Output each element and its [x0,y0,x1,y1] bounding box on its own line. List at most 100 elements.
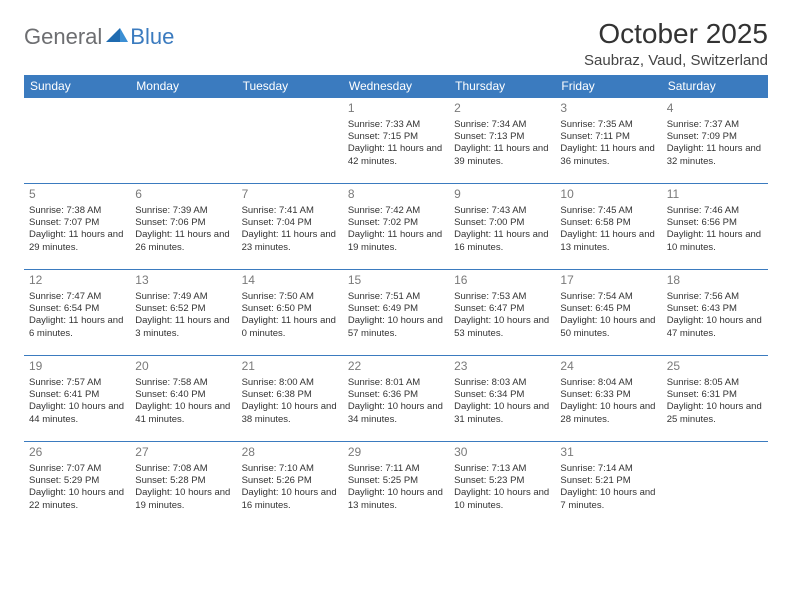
daylight-line: Daylight: 10 hours and 34 minutes. [348,401,444,426]
calendar-day-cell: 13Sunrise: 7:49 AMSunset: 6:52 PMDayligh… [130,270,236,356]
day-number: 14 [242,273,338,289]
calendar-day-cell: 23Sunrise: 8:03 AMSunset: 6:34 PMDayligh… [449,356,555,442]
day-number: 28 [242,445,338,461]
sunrise-line: Sunrise: 7:08 AM [135,463,231,475]
sunrise-line: Sunrise: 8:01 AM [348,377,444,389]
calendar-week-row: 19Sunrise: 7:57 AMSunset: 6:41 PMDayligh… [24,356,768,442]
day-number: 19 [29,359,125,375]
daylight-line: Daylight: 11 hours and 19 minutes. [348,229,444,254]
sunrise-line: Sunrise: 7:47 AM [29,291,125,303]
logo-triangle-icon [106,26,128,49]
calendar-day-cell [237,98,343,184]
sunset-line: Sunset: 5:21 PM [560,475,656,487]
daylight-line: Daylight: 11 hours and 10 minutes. [667,229,763,254]
calendar-day-cell: 30Sunrise: 7:13 AMSunset: 5:23 PMDayligh… [449,442,555,528]
daylight-line: Daylight: 11 hours and 36 minutes. [560,143,656,168]
sunrise-line: Sunrise: 7:10 AM [242,463,338,475]
sunrise-line: Sunrise: 7:51 AM [348,291,444,303]
calendar-week-row: 5Sunrise: 7:38 AMSunset: 7:07 PMDaylight… [24,184,768,270]
sunset-line: Sunset: 7:15 PM [348,131,444,143]
day-number: 23 [454,359,550,375]
calendar-day-cell: 9 Sunrise: 7:43 AMSunset: 7:00 PMDaylight… [449,184,555,270]
sunset-line: Sunset: 6:54 PM [29,303,125,315]
daylight-line: Daylight: 11 hours and 26 minutes. [135,229,231,254]
calendar-day-cell: 28Sunrise: 7:10 AMSunset: 5:26 PMDayligh… [237,442,343,528]
sunrise-line: Sunrise: 7:45 AM [560,205,656,217]
daylight-line: Daylight: 11 hours and 32 minutes. [667,143,763,168]
day-number: 20 [135,359,231,375]
sunrise-line: Sunrise: 7:46 AM [667,205,763,217]
sunrise-line: Sunrise: 7:58 AM [135,377,231,389]
month-title: October 2025 [584,18,768,50]
calendar-day-cell: 18Sunrise: 7:56 AMSunset: 6:43 PMDayligh… [662,270,768,356]
calendar-day-cell: 19Sunrise: 7:57 AMSunset: 6:41 PMDayligh… [24,356,130,442]
day-number: 18 [667,273,763,289]
day-number: 3 [560,101,656,117]
daylight-line: Daylight: 10 hours and 10 minutes. [454,487,550,512]
day-number: 21 [242,359,338,375]
day-number: 8 [348,187,444,203]
calendar-day-cell: 3Sunrise: 7:35 AMSunset: 7:11 PMDaylight… [555,98,661,184]
calendar-day-cell: 7Sunrise: 7:41 AMSunset: 7:04 PMDaylight… [237,184,343,270]
sunset-line: Sunset: 6:41 PM [29,389,125,401]
header: General Blue October 2025 Saubraz, Vaud,… [24,18,768,69]
day-number: 24 [560,359,656,375]
daylight-line: Daylight: 10 hours and 16 minutes. [242,487,338,512]
day-header: Thursday [449,75,555,98]
daylight-line: Daylight: 11 hours and 39 minutes. [454,143,550,168]
calendar-header-row: SundayMondayTuesdayWednesdayThursdayFrid… [24,75,768,98]
day-number: 13 [135,273,231,289]
daylight-line: Daylight: 11 hours and 13 minutes. [560,229,656,254]
calendar-day-cell [24,98,130,184]
sunset-line: Sunset: 5:23 PM [454,475,550,487]
calendar-day-cell: 6Sunrise: 7:39 AMSunset: 7:06 PMDaylight… [130,184,236,270]
sunset-line: Sunset: 7:04 PM [242,217,338,229]
day-header: Sunday [24,75,130,98]
day-header: Monday [130,75,236,98]
calendar-week-row: 1Sunrise: 7:33 AMSunset: 7:15 PMDaylight… [24,98,768,184]
sunset-line: Sunset: 6:43 PM [667,303,763,315]
calendar-day-cell: 1Sunrise: 7:33 AMSunset: 7:15 PMDaylight… [343,98,449,184]
day-number: 5 [29,187,125,203]
calendar-week-row: 26Sunrise: 7:07 AMSunset: 5:29 PMDayligh… [24,442,768,528]
calendar-day-cell: 27Sunrise: 7:08 AMSunset: 5:28 PMDayligh… [130,442,236,528]
sunrise-line: Sunrise: 7:53 AM [454,291,550,303]
sunrise-line: Sunrise: 8:00 AM [242,377,338,389]
sunrise-line: Sunrise: 7:39 AM [135,205,231,217]
calendar-day-cell: 14Sunrise: 7:50 AMSunset: 6:50 PMDayligh… [237,270,343,356]
daylight-line: Daylight: 10 hours and 7 minutes. [560,487,656,512]
sunrise-line: Sunrise: 7:56 AM [667,291,763,303]
day-number: 7 [242,187,338,203]
day-number: 22 [348,359,444,375]
day-number: 10 [560,187,656,203]
daylight-line: Daylight: 11 hours and 23 minutes. [242,229,338,254]
day-number: 2 [454,101,550,117]
sunset-line: Sunset: 7:11 PM [560,131,656,143]
sunset-line: Sunset: 7:00 PM [454,217,550,229]
calendar-body: 1Sunrise: 7:33 AMSunset: 7:15 PMDaylight… [24,98,768,528]
sunrise-line: Sunrise: 7:37 AM [667,119,763,131]
sunrise-line: Sunrise: 8:05 AM [667,377,763,389]
day-number: 6 [135,187,231,203]
day-number: 26 [29,445,125,461]
day-number: 16 [454,273,550,289]
sunset-line: Sunset: 7:07 PM [29,217,125,229]
sunset-line: Sunset: 7:13 PM [454,131,550,143]
sunrise-line: Sunrise: 7:11 AM [348,463,444,475]
calendar-day-cell: 11Sunrise: 7:46 AMSunset: 6:56 PMDayligh… [662,184,768,270]
sunset-line: Sunset: 6:40 PM [135,389,231,401]
sunrise-line: Sunrise: 7:43 AM [454,205,550,217]
sunrise-line: Sunrise: 7:33 AM [348,119,444,131]
sunrise-line: Sunrise: 7:54 AM [560,291,656,303]
sunrise-line: Sunrise: 7:49 AM [135,291,231,303]
sunset-line: Sunset: 6:50 PM [242,303,338,315]
calendar-day-cell: 2Sunrise: 7:34 AMSunset: 7:13 PMDaylight… [449,98,555,184]
daylight-line: Daylight: 11 hours and 3 minutes. [135,315,231,340]
calendar-page: General Blue October 2025 Saubraz, Vaud,… [0,0,792,546]
daylight-line: Daylight: 11 hours and 16 minutes. [454,229,550,254]
daylight-line: Daylight: 11 hours and 0 minutes. [242,315,338,340]
sunset-line: Sunset: 6:34 PM [454,389,550,401]
calendar-day-cell: 21Sunrise: 8:00 AMSunset: 6:38 PMDayligh… [237,356,343,442]
day-number: 9 [454,187,550,203]
sunset-line: Sunset: 6:31 PM [667,389,763,401]
